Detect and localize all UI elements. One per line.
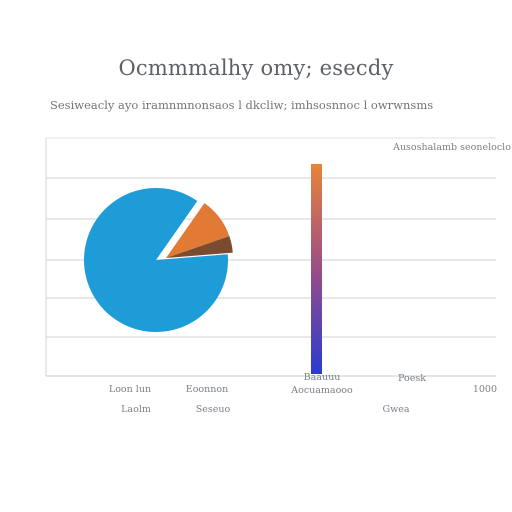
pie-slice-orang bbox=[166, 203, 230, 258]
x-tick-label-3: Aocuamaooo bbox=[290, 385, 353, 396]
legend-note: Ausoshalamb seoneloclo bbox=[392, 142, 511, 153]
pie-slice-brwn bbox=[166, 236, 233, 258]
chart-subtitle: Sesiweacly ayo iramnmnonsaos l dkcliw; i… bbox=[50, 98, 434, 112]
x-tick-labels: Loon lun Laolm Eoonnon Seseuo Baauuu Aocuamao… bbox=[109, 372, 497, 415]
chart-title: Ocmmmalhy omy; esecdy bbox=[118, 56, 394, 80]
gradient-bar bbox=[311, 164, 322, 374]
x-tick-sublabel-4: Gwea bbox=[382, 404, 409, 415]
x-tick-label-5: 1000 bbox=[473, 384, 497, 395]
pie-slice-bule bbox=[84, 188, 229, 333]
x-tick-label-4: Poesk bbox=[398, 373, 426, 384]
x-tick-sublabel-0: Laolm bbox=[121, 404, 151, 415]
x-tick-label-0: Loon lun bbox=[109, 384, 151, 395]
x-tick-label-2: Baauuu bbox=[304, 372, 341, 383]
x-tick-label-1: Eoonnon bbox=[186, 384, 228, 395]
x-tick-sublabel-1: Seseuo bbox=[196, 404, 231, 415]
pie-chart bbox=[84, 188, 233, 333]
